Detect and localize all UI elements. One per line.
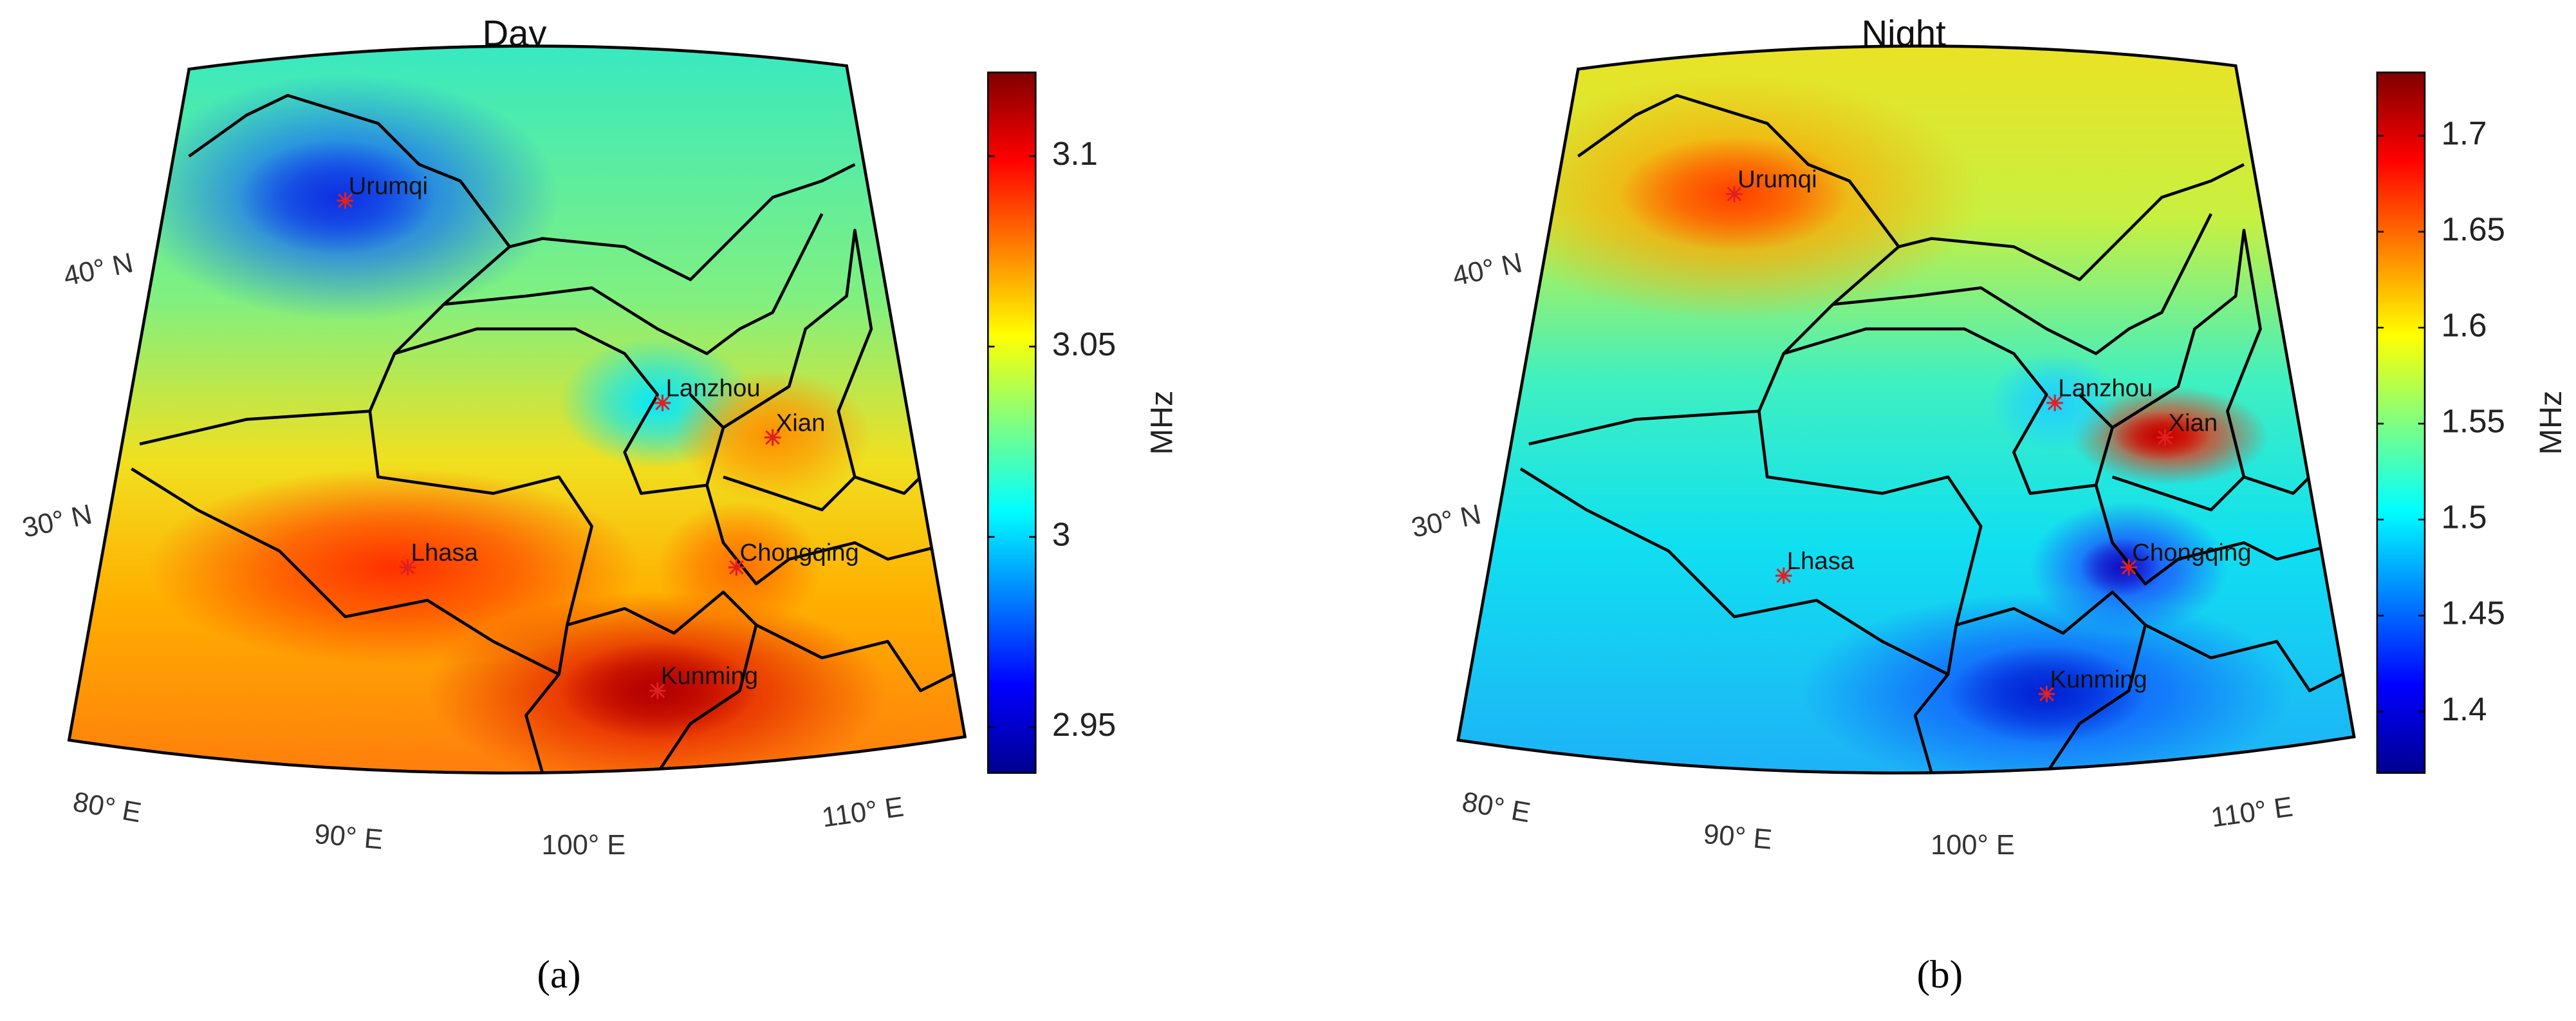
colorbar: [987, 71, 1037, 774]
longitude-label: 90° E: [313, 819, 384, 856]
colorbar-tick-label: 1.4: [2442, 691, 2487, 727]
panel-caption: (b): [1917, 953, 1963, 997]
field-blob: [2112, 411, 2211, 461]
city-marker: [764, 429, 781, 446]
longitude-label: 100° E: [1931, 830, 2015, 861]
colorbar-tick-label: 3.1: [1052, 135, 1098, 172]
map-field: [1458, 46, 2355, 773]
field-blob: [238, 140, 436, 256]
colorbar-label: MHz: [1144, 391, 1179, 455]
city-label: Lanzhou: [2058, 375, 2153, 402]
colorbar-label: MHz: [2534, 391, 2568, 455]
longitude-label: 110° E: [820, 791, 905, 833]
map-frame: [1456, 44, 2356, 775]
city-marker: [2120, 559, 2137, 576]
panel-caption: (a): [537, 953, 581, 997]
city-marker: [2156, 429, 2174, 446]
longitude-label: 80° E: [1459, 787, 1532, 829]
colorbar-tick-label: 1.5: [2442, 499, 2487, 536]
colorbar-tick-label: 1.7: [2442, 115, 2487, 151]
city-label: Kunming: [661, 662, 758, 690]
city-label: Xian: [776, 409, 826, 436]
colorbar-tick-label: 3: [1052, 516, 1070, 553]
colorbar-tick-label: 1.6: [2442, 307, 2487, 344]
city-marker: [399, 559, 416, 576]
city-label: Kunming: [2050, 666, 2147, 693]
map-frame: [67, 44, 967, 775]
longitude-label: 80° E: [71, 787, 144, 829]
city-label: Urumqi: [349, 172, 428, 200]
city-label: Lanzhou: [666, 375, 761, 402]
colorbar-tick-label: 1.45: [2442, 595, 2505, 632]
latitude-label: 30° N: [1409, 499, 1484, 544]
city-marker: [1726, 185, 1743, 203]
colorbar-tick-label: 3.05: [1052, 326, 1116, 362]
latitude-label: 40° N: [60, 247, 136, 292]
latitude-label: 40° N: [1450, 247, 1525, 292]
longitude-label: 110° E: [2209, 791, 2295, 833]
longitude-label: 90° E: [1702, 819, 1773, 856]
city-marker: [1775, 567, 1792, 584]
city-label: Xian: [2168, 409, 2218, 436]
city-marker: [654, 395, 671, 411]
colorbar-tick-label: 1.65: [2442, 211, 2505, 247]
colorbar-tick-label: 1.55: [2442, 403, 2505, 440]
city-label: Urumqi: [1737, 165, 1817, 193]
map-field: [69, 46, 965, 773]
city-marker: [2046, 395, 2063, 411]
city-label: Chongqing: [740, 539, 859, 567]
city-marker: [649, 682, 666, 699]
city-marker: [2038, 686, 2055, 702]
colorbar: [2376, 71, 2426, 774]
longitude-label: 100° E: [541, 830, 625, 861]
city-label: Chongqing: [2132, 539, 2251, 567]
colorbar-tick-label: 2.95: [1052, 706, 1116, 743]
city-label: Lhasa: [1787, 547, 1855, 575]
latitude-label: 30° N: [20, 499, 95, 544]
city-marker: [728, 559, 745, 576]
city-label: Lhasa: [411, 539, 479, 567]
